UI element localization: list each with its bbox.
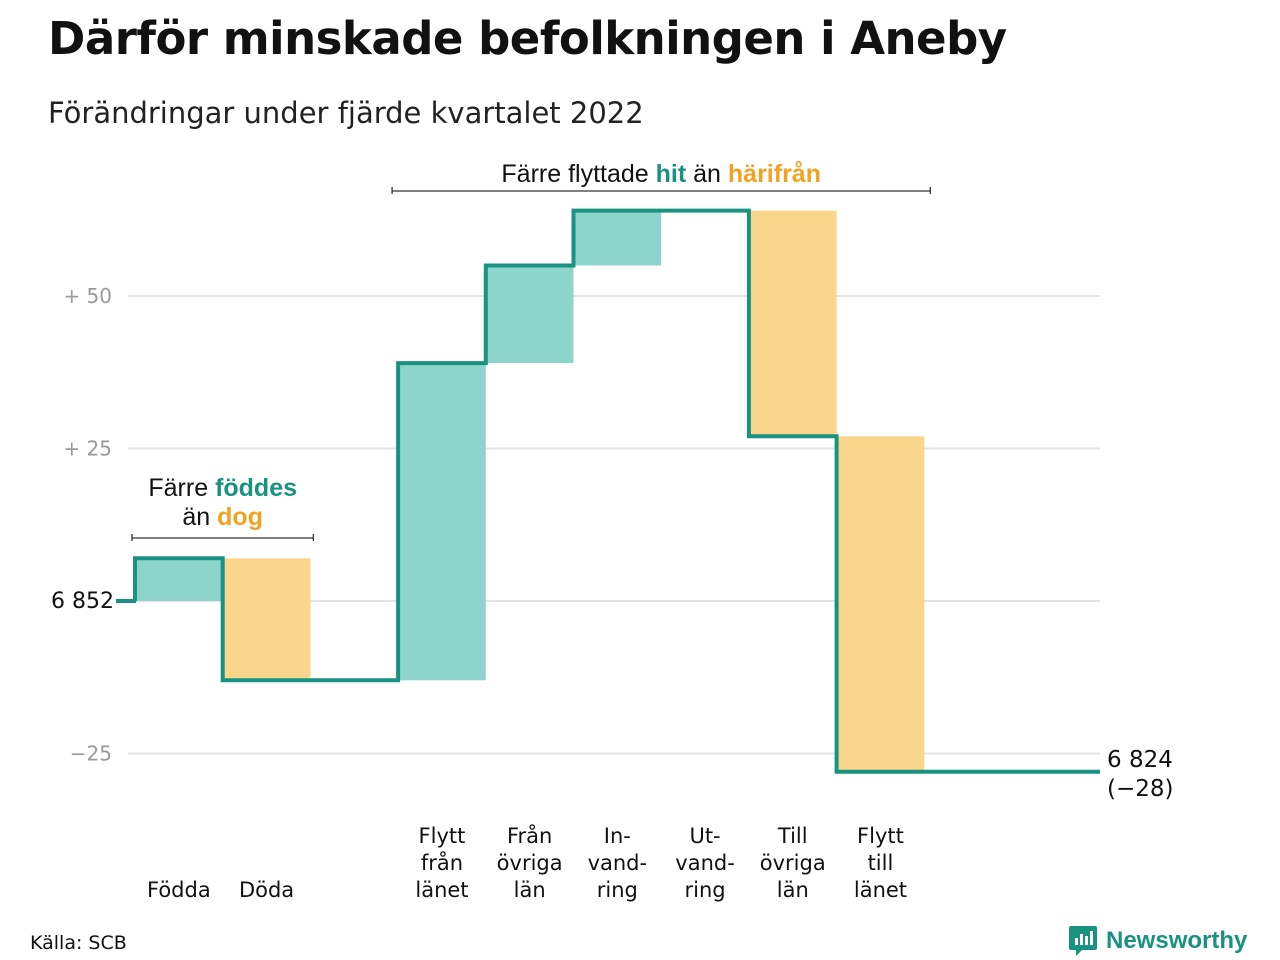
annotation-moves-line: Färre flyttade hit än härifrån xyxy=(501,160,821,188)
waterfall-chart: + 50 + 25 6 852 −25 6 824 (−28) Födda Döda Flytt… xyxy=(51,160,1173,902)
category-label-till-ovriga-lan: övriga xyxy=(760,851,826,875)
category-label-invandring: In- xyxy=(604,824,631,848)
brand-logo: Newsworthy xyxy=(1068,924,1247,958)
brand-name: Newsworthy xyxy=(1106,927,1248,954)
y-tick-label: + 25 xyxy=(63,437,112,461)
category-label-doda: Döda xyxy=(239,878,294,902)
end-value-label: 6 824 xyxy=(1107,747,1173,773)
category-label-flytt-till-lanet: till xyxy=(868,851,894,875)
bar-fran-ovriga-lan xyxy=(485,265,574,364)
category-label-till-ovriga-lan: län xyxy=(777,878,809,902)
category-label-utvandring: vand- xyxy=(675,851,735,875)
population-step-line xyxy=(133,208,1100,774)
bar-flytt-fran-lanet xyxy=(398,363,486,681)
category-label-fran-ovriga-lan: Från xyxy=(507,823,552,848)
category-label-flytt-fran-lanet: Flytt xyxy=(419,824,466,848)
annotation-highlight-died: dog xyxy=(217,503,263,531)
y-tick-label: −25 xyxy=(70,742,112,766)
category-label-flytt-till-lanet: Flytt xyxy=(857,824,904,848)
annotation-text: Färre flyttade xyxy=(501,160,655,188)
category-label-invandring: vand- xyxy=(588,851,648,875)
chart-title: Därför minskade befolkningen i Aneby xyxy=(48,12,1007,65)
annotation-highlight-here: hit xyxy=(656,160,687,188)
category-label-flytt-fran-lanet: från xyxy=(421,850,463,875)
newsworthy-logo-icon xyxy=(1069,926,1097,956)
chart-subtitle: Förändringar under fjärde kvartalet 2022 xyxy=(48,96,644,130)
category-label-invandring: ring xyxy=(597,878,638,902)
category-label-fodda: Födda xyxy=(147,878,211,902)
annotation-text: än xyxy=(686,160,728,188)
source-note: Källa: SCB xyxy=(30,932,127,954)
annotation-births-line2: än dog xyxy=(182,503,263,531)
bar-fodda xyxy=(135,558,223,601)
y-tick-label: + 50 xyxy=(63,284,112,308)
category-label-utvandring: Ut- xyxy=(689,824,720,848)
bar-invandring xyxy=(573,210,662,266)
category-label-fran-ovriga-lan: övriga xyxy=(497,851,563,875)
bar-till-ovriga-lan xyxy=(748,210,837,437)
end-change-label: (−28) xyxy=(1107,776,1173,802)
baseline-label: 6 852 xyxy=(51,589,114,614)
category-label-flytt-till-lanet: länet xyxy=(854,878,907,902)
annotation-text: än xyxy=(182,503,217,531)
category-label-flytt-fran-lanet: länet xyxy=(415,878,468,902)
bar-doda xyxy=(222,558,311,681)
annotation-highlight-from-here: härifrån xyxy=(728,160,821,188)
bar-flytt-till-lanet xyxy=(836,436,925,772)
annotation-text: Färre xyxy=(148,474,215,502)
annotation-highlight-born: föddes xyxy=(215,474,297,502)
category-label-fran-ovriga-lan: län xyxy=(514,878,546,902)
category-label-till-ovriga-lan: Till xyxy=(777,824,808,848)
annotation-births-line1: Färre föddes xyxy=(148,474,297,502)
category-label-utvandring: ring xyxy=(684,878,725,902)
